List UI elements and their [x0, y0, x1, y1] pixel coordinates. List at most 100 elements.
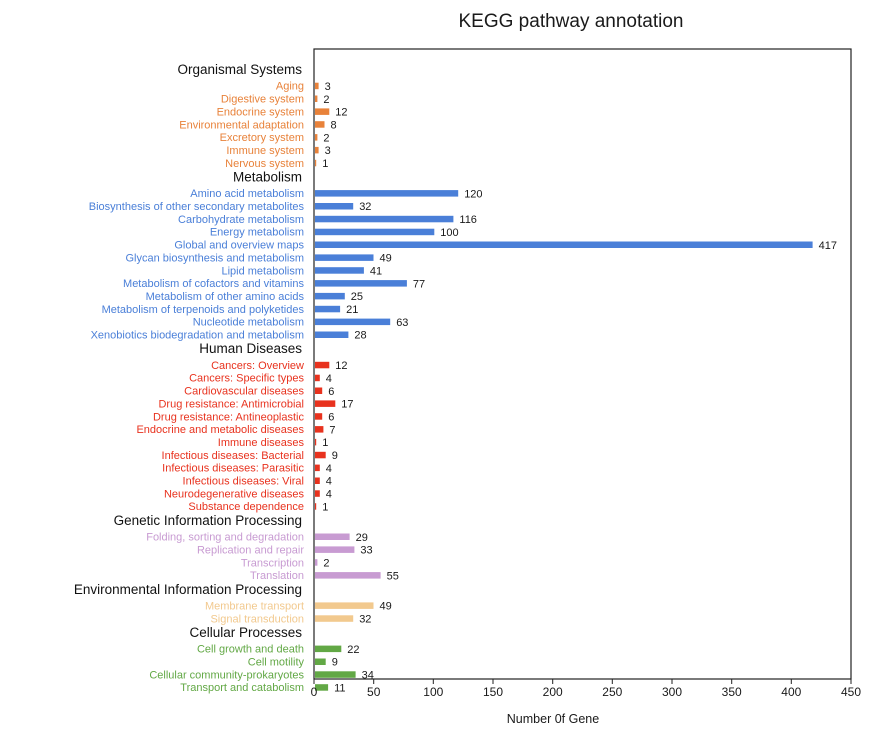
bar: [315, 572, 381, 579]
bar: [315, 215, 454, 223]
bar: [315, 503, 317, 510]
value-label: 3: [325, 81, 331, 93]
category-label: Immune system: [226, 145, 304, 157]
x-axis-label: Number 0f Gene: [507, 712, 599, 726]
value-label: 1: [322, 158, 328, 170]
bar: [315, 134, 318, 141]
value-label: 417: [819, 240, 837, 252]
bar: [315, 438, 317, 446]
bar: [315, 228, 435, 236]
value-label: 49: [380, 253, 392, 265]
value-label: 55: [387, 570, 399, 582]
value-label: 9: [332, 657, 338, 669]
value-label: 3: [325, 145, 331, 157]
value-label: 4: [326, 463, 332, 475]
category-label: Metabolism of terpenoids and polyketides: [102, 304, 305, 316]
value-label: 4: [326, 373, 332, 385]
category-label: Drug resistance: Antineoplastic: [153, 411, 305, 423]
bar: [315, 602, 374, 609]
bar: [315, 318, 391, 326]
bar: [315, 546, 355, 553]
value-label: 4: [326, 476, 332, 488]
value-label: 21: [346, 304, 358, 316]
category-label: Carbohydrate metabolism: [178, 214, 304, 226]
value-label: 41: [370, 266, 382, 278]
value-label: 32: [359, 201, 371, 213]
value-label: 4: [326, 489, 332, 501]
category-label: Infectious diseases: Bacterial: [162, 450, 304, 462]
category-label: Metabolism of cofactors and vitamins: [123, 278, 304, 290]
bar: [315, 108, 330, 115]
category-label: Infectious diseases: Viral: [183, 476, 304, 488]
bar: [315, 533, 350, 540]
value-label: 116: [459, 214, 477, 226]
value-label: 9: [332, 450, 338, 462]
value-label: 63: [396, 317, 408, 329]
x-tick-label: 50: [367, 685, 381, 699]
bar: [315, 254, 374, 261]
group-label: Organismal Systems: [177, 62, 302, 77]
bar: [315, 387, 323, 394]
bar: [315, 684, 329, 691]
bar: [315, 190, 459, 197]
bar: [315, 146, 319, 154]
bar: [315, 477, 320, 484]
category-label: Digestive system: [221, 94, 304, 106]
bar: [315, 331, 349, 338]
bar: [315, 159, 317, 167]
chart-title: KEGG pathway annotation: [459, 11, 684, 32]
bar: [315, 374, 320, 382]
bar: [315, 305, 341, 313]
category-label: Excretory system: [220, 132, 304, 144]
value-label: 32: [359, 614, 371, 626]
category-label: Neurodegenerative diseases: [164, 488, 305, 500]
value-label: 2: [323, 558, 329, 570]
value-label: 33: [360, 545, 372, 557]
value-label: 2: [323, 132, 329, 144]
bar: [315, 82, 319, 90]
category-label: Aging: [276, 81, 304, 93]
category-label: Substance dependence: [188, 501, 304, 513]
category-label: Glycan biosynthesis and metabolism: [125, 252, 304, 264]
x-tick-label: 0: [311, 685, 318, 699]
value-label: 28: [354, 330, 366, 342]
category-label: Endocrine system: [217, 106, 304, 118]
bar: [315, 267, 364, 274]
category-label: Replication and repair: [197, 544, 304, 556]
category-label: Transport and catabolism: [180, 682, 304, 694]
category-label: Cancers: Overview: [211, 360, 304, 372]
x-tick-label: 200: [543, 685, 563, 699]
category-label: Cell growth and death: [197, 644, 304, 656]
group-label: Environmental Information Processing: [74, 582, 302, 597]
bar: [315, 203, 354, 210]
value-label: 77: [413, 278, 425, 290]
bar: [315, 95, 318, 102]
bar: [315, 451, 326, 459]
value-label: 1: [322, 437, 328, 449]
bar: [315, 426, 324, 433]
group-label: Human Diseases: [199, 341, 302, 356]
category-label: Folding, sorting and degradation: [146, 532, 304, 544]
category-label: Cardiovascular diseases: [184, 386, 304, 398]
category-label: Signal transduction: [210, 613, 304, 625]
value-label: 1: [322, 501, 328, 513]
bar: [315, 671, 356, 678]
bar: [315, 241, 813, 248]
plot-frame: [313, 48, 852, 680]
category-label: Amino acid metabolism: [190, 188, 304, 200]
group-label: Cellular Processes: [189, 625, 302, 640]
group-label: Metabolism: [233, 169, 302, 184]
value-label: 8: [331, 120, 337, 132]
value-label: 7: [329, 424, 335, 436]
bar: [315, 121, 325, 128]
category-label: Nucleotide metabolism: [193, 317, 304, 329]
bar: [315, 615, 354, 622]
bar: [315, 464, 320, 472]
category-label: Cell motility: [248, 657, 305, 669]
x-tick-label: 250: [602, 685, 622, 699]
value-label: 6: [328, 412, 334, 424]
category-label: Nervous system: [225, 158, 304, 170]
value-label: 120: [464, 188, 482, 200]
category-label: Transcription: [241, 557, 304, 569]
